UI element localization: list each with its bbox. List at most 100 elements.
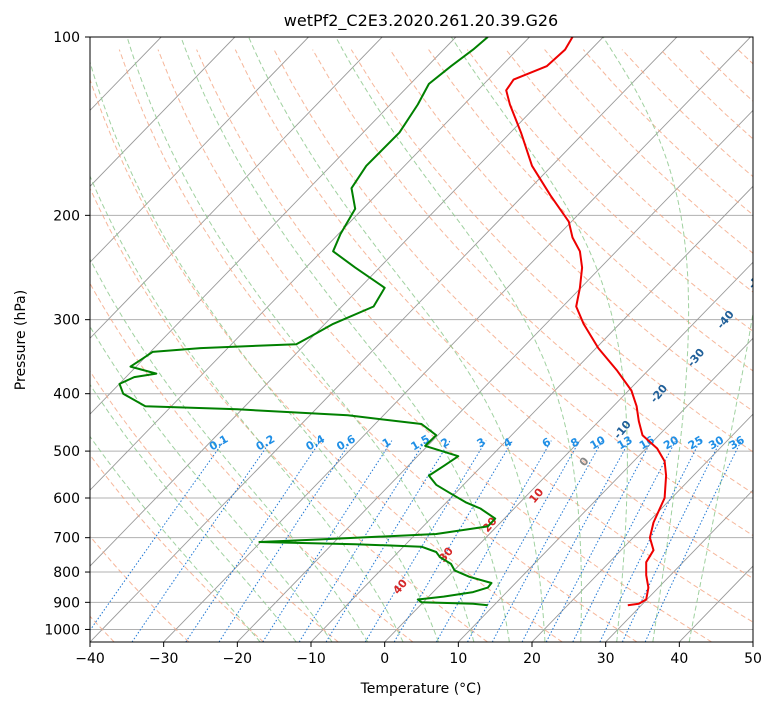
y-axis-label: Pressure (hPa) bbox=[13, 290, 29, 390]
isotherm-line bbox=[0, 37, 14, 642]
dewpoint-profile-line bbox=[118, 37, 497, 607]
dry-adiabat-line bbox=[466, 49, 753, 332]
mixing-ratio-line bbox=[521, 440, 631, 642]
dry-adiabat-line bbox=[621, 49, 753, 178]
chart-title: wetPf2_C2E3.2020.261.20.39.G26 bbox=[284, 11, 558, 31]
isotherm-line bbox=[458, 337, 753, 642]
dry-adiabat-line bbox=[157, 49, 712, 642]
dry-adiabat-label: -40 bbox=[714, 308, 737, 332]
y-tick-label: 700 bbox=[53, 531, 80, 547]
moist-adiabat-line bbox=[90, 325, 333, 642]
dry-adiabat-label: -20 bbox=[648, 382, 671, 406]
x-tick-label: 10 bbox=[449, 651, 467, 667]
dry-adiabat-line bbox=[90, 454, 264, 642]
mixing-ratio-line bbox=[644, 440, 742, 642]
x-tick-label: 20 bbox=[523, 651, 541, 667]
isotherm-line bbox=[90, 37, 383, 339]
x-tick-label: 40 bbox=[670, 651, 688, 667]
dry-adiabat-label: -50 bbox=[746, 268, 769, 292]
mixing-ratio-line bbox=[467, 440, 581, 642]
moist-adiabat-line bbox=[90, 383, 297, 642]
mixing-ratio-label: 2 bbox=[438, 435, 451, 450]
isotherm-line bbox=[605, 489, 753, 642]
dry-adiabat-line bbox=[698, 49, 753, 102]
mixing-ratio-line bbox=[218, 440, 352, 642]
mixing-ratio-label: 16 bbox=[637, 433, 657, 452]
dry-adiabat-line bbox=[90, 187, 488, 642]
mixing-ratio-line bbox=[325, 440, 451, 642]
mixing-ratio-label: 1 bbox=[380, 435, 393, 450]
x-tick-label: 30 bbox=[597, 651, 615, 667]
moist-adiabat-line bbox=[90, 174, 404, 642]
isotherm-line bbox=[90, 37, 457, 415]
isotherm-line bbox=[90, 37, 309, 263]
x-tick-label: −10 bbox=[296, 651, 326, 667]
y-tick-label: 800 bbox=[53, 565, 80, 581]
isotherm-line bbox=[752, 641, 753, 642]
mixing-ratio-line bbox=[90, 440, 225, 632]
moist-adiabat-line bbox=[688, 310, 753, 642]
dry-adiabat-line bbox=[118, 49, 638, 642]
mixing-ratio-line bbox=[545, 440, 653, 642]
dry-adiabat-line bbox=[350, 49, 753, 453]
mixing-ratio-label: 4 bbox=[501, 435, 514, 450]
mixing-ratio-line bbox=[599, 440, 701, 642]
x-tick-label: −20 bbox=[223, 651, 253, 667]
isotherm-line bbox=[90, 37, 236, 187]
isotherm-line bbox=[237, 109, 753, 642]
temperature-profile-line bbox=[505, 37, 668, 607]
mixing-ratio-label: 0.2 bbox=[254, 432, 277, 453]
moist-adiabat-line bbox=[180, 37, 510, 642]
mixing-ratio-line bbox=[435, 440, 552, 642]
mixing-ratio-line bbox=[572, 440, 677, 642]
isotherm-line bbox=[90, 37, 530, 491]
dry-adiabat-line bbox=[90, 535, 190, 642]
mixing-ratio-label: 0.1 bbox=[207, 432, 230, 453]
dry-adiabat-line bbox=[273, 49, 753, 537]
mixing-ratio-label: 0.4 bbox=[304, 432, 328, 453]
isotherm-line bbox=[90, 37, 604, 567]
isotherm-line bbox=[90, 37, 678, 642]
isotherm-line bbox=[310, 185, 753, 642]
dry-adiabat-label: -30 bbox=[685, 346, 708, 370]
dry-adiabat-label: 0 bbox=[577, 454, 592, 468]
dry-adiabat-label: -60 bbox=[772, 226, 775, 250]
y-tick-label: 500 bbox=[53, 444, 80, 460]
moist-adiabat-line bbox=[90, 60, 439, 642]
background-lines bbox=[0, 37, 753, 642]
mixing-ratio-label: 0.6 bbox=[334, 432, 358, 453]
mixing-ratio-line bbox=[364, 440, 487, 642]
moist-adiabat-line bbox=[602, 37, 690, 642]
y-tick-label: 600 bbox=[53, 491, 80, 507]
dry-adiabat-label: 10 bbox=[527, 485, 547, 505]
dry-adiabat-line bbox=[90, 370, 339, 642]
mixing-ratio-label: 10 bbox=[588, 433, 608, 452]
moist-adiabat-line bbox=[90, 435, 261, 642]
dry-adiabat-line bbox=[505, 49, 753, 293]
x-tick-label: −30 bbox=[149, 651, 179, 667]
mixing-ratio-line bbox=[393, 440, 514, 642]
y-axis: 100 200 300 400 500 600 700 800 900 1000 bbox=[44, 30, 90, 638]
mixing-ratio-line bbox=[491, 440, 603, 642]
mixing-ratio-label: 25 bbox=[686, 433, 706, 452]
mixing-ratio-line bbox=[621, 440, 722, 642]
dry-adiabat-line bbox=[90, 282, 414, 642]
mixing-ratio-line bbox=[262, 440, 393, 642]
mixing-ratio-label: 20 bbox=[661, 433, 681, 452]
mixing-ratio-line bbox=[131, 440, 272, 642]
y-tick-label: 200 bbox=[53, 208, 80, 224]
moist-adiabat-line bbox=[90, 258, 369, 642]
isotherm-line bbox=[531, 413, 753, 642]
x-tick-label: 0 bbox=[380, 651, 389, 667]
y-tick-label: 100 bbox=[53, 30, 80, 46]
mixing-ratio-line bbox=[185, 440, 322, 642]
dry-adiabat-line bbox=[660, 49, 753, 140]
mixing-ratio-label: 6 bbox=[540, 435, 553, 450]
dry-adiabat-line bbox=[90, 77, 563, 642]
y-tick-label: 300 bbox=[53, 313, 80, 329]
y-tick-label: 900 bbox=[53, 595, 80, 611]
moist-adiabat-line bbox=[248, 37, 546, 642]
mixing-ratio-line bbox=[298, 440, 426, 642]
y-tick-label: 1000 bbox=[44, 622, 80, 638]
